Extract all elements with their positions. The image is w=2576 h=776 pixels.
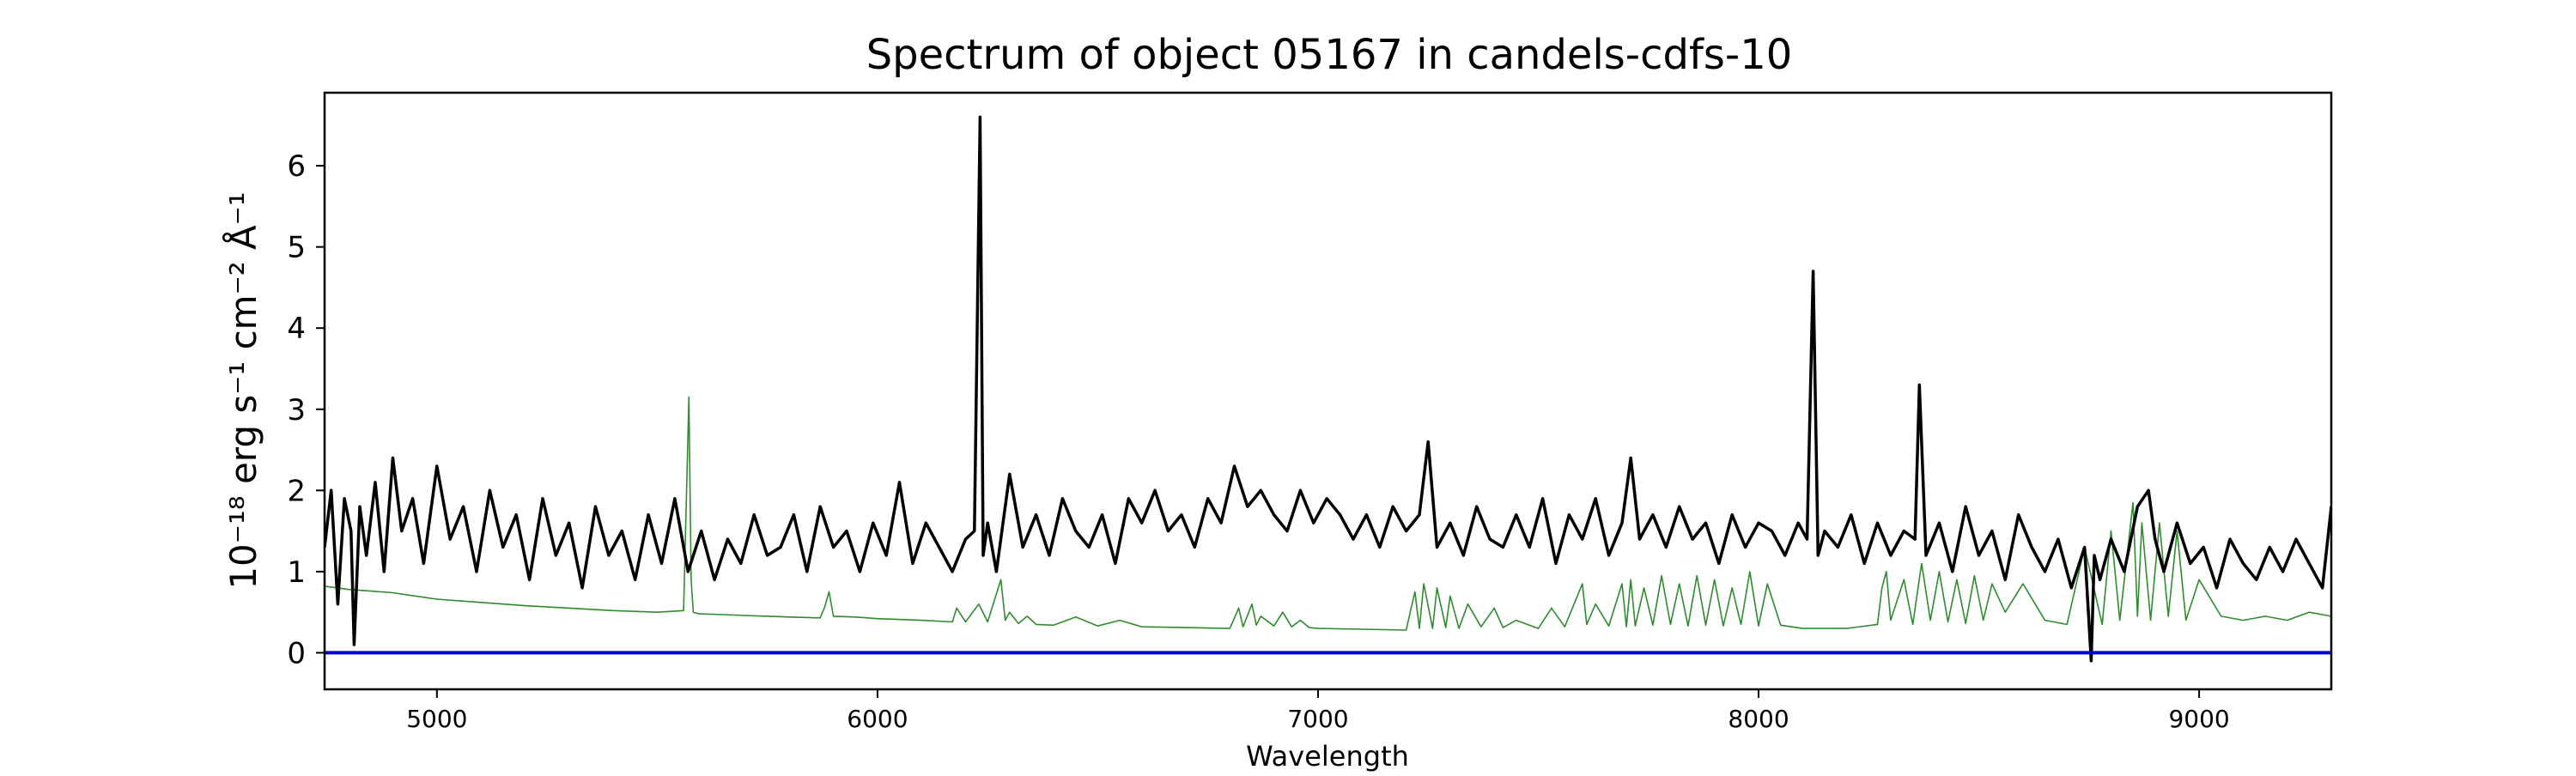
series-layer <box>325 115 2331 663</box>
x-tick-label: 8000 <box>1728 705 1789 733</box>
y-tick-label: 2 <box>287 474 306 508</box>
y-tick-label: 3 <box>287 393 306 427</box>
y-tick-label: 6 <box>287 149 306 184</box>
series-line-model <box>325 396 2331 631</box>
y-axis-label: 10⁻¹⁸ erg s⁻¹ cm⁻² Å⁻¹ <box>222 191 264 589</box>
y-tick-label: 5 <box>287 231 306 265</box>
y-tick-label: 1 <box>287 555 306 590</box>
x-tick-label: 6000 <box>847 705 908 733</box>
y-tick-label: 4 <box>287 312 306 346</box>
plot-frame <box>323 91 2333 691</box>
series-line-flux <box>325 115 2331 663</box>
x-axis: 5000 6000 7000 8000 9000 <box>406 689 2230 733</box>
y-tick-label: 0 <box>287 636 306 670</box>
x-axis-label: Wavelength <box>1246 740 1409 773</box>
x-tick-label: 7000 <box>1287 705 1348 733</box>
chart-title: Spectrum of object 05167 in candels-cdfs… <box>866 31 1793 79</box>
y-axis: 0 1 2 3 4 5 6 <box>287 149 325 670</box>
x-tick-label: 9000 <box>2168 705 2229 733</box>
x-tick-label: 5000 <box>406 705 467 733</box>
